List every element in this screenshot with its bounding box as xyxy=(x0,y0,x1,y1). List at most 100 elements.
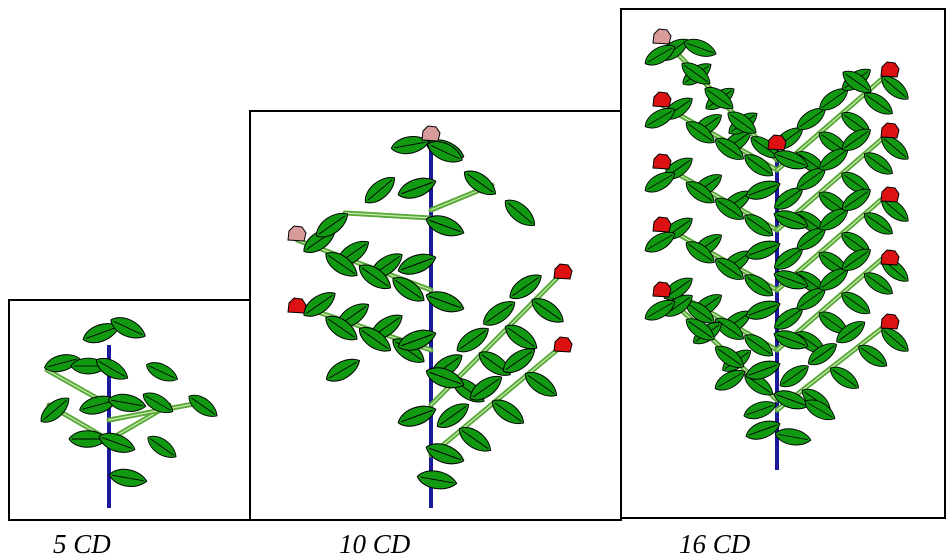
leaf xyxy=(683,38,717,57)
leaf-midrib xyxy=(401,409,433,423)
leaf xyxy=(95,358,129,380)
flower-open xyxy=(652,91,672,108)
leaf xyxy=(644,231,676,253)
leaf xyxy=(326,358,361,382)
leaf xyxy=(416,470,458,490)
leaf-midrib xyxy=(647,302,673,318)
leaf-midrib xyxy=(688,320,713,339)
leaf xyxy=(147,435,177,458)
leaf xyxy=(841,128,871,151)
leaf-midrib xyxy=(111,399,143,407)
leaf xyxy=(715,197,744,220)
leaf-midrib xyxy=(401,257,433,271)
flower-open xyxy=(880,122,900,139)
leaf-midrib xyxy=(395,279,422,300)
leaf-midrib xyxy=(430,144,460,160)
leaf-midrib xyxy=(505,350,533,371)
leaf-midrib xyxy=(429,447,461,461)
leaf xyxy=(715,257,744,280)
leaf-midrib xyxy=(717,200,742,218)
leaf-midrib xyxy=(799,230,824,248)
leaf-midrib xyxy=(534,301,561,321)
leaf-midrib xyxy=(148,365,176,379)
leaf xyxy=(325,315,358,341)
leaf-midrib xyxy=(821,314,846,332)
flower-open xyxy=(880,313,900,330)
leaf-midrib xyxy=(748,304,778,316)
leaf-midrib xyxy=(420,476,454,484)
leaf xyxy=(830,366,859,389)
leaf-midrib xyxy=(776,189,801,207)
leaf xyxy=(397,253,437,275)
leaf xyxy=(436,403,470,428)
leaf-midrib xyxy=(145,395,171,411)
leaf-midrib xyxy=(112,474,144,482)
leaf-midrib xyxy=(799,110,824,128)
leaf xyxy=(681,62,711,85)
flower-bud xyxy=(652,28,672,45)
leaf-midrib xyxy=(748,364,778,376)
leaf-midrib xyxy=(461,429,489,450)
leaf xyxy=(502,348,536,373)
leaf-midrib xyxy=(866,215,891,233)
leaf-midrib xyxy=(306,294,333,314)
leaf xyxy=(325,252,358,277)
leaf xyxy=(142,392,174,414)
leaf-midrib xyxy=(843,294,868,312)
leaf-midrib xyxy=(683,65,709,83)
leaf-midrib xyxy=(401,181,433,195)
leaf xyxy=(745,420,781,440)
leaf xyxy=(685,318,715,341)
leaf-midrib xyxy=(98,361,126,377)
leaf xyxy=(425,443,465,465)
leaf-midrib xyxy=(647,47,673,63)
leaf-midrib xyxy=(866,155,891,173)
leaf-midrib xyxy=(647,234,673,250)
flower-open xyxy=(553,263,573,280)
leaf xyxy=(863,152,893,175)
leaf xyxy=(491,399,525,425)
leaf xyxy=(303,292,336,317)
leaf-midrib xyxy=(748,424,778,436)
leaf xyxy=(456,327,489,353)
leaf xyxy=(773,270,809,290)
leaf-midrib xyxy=(507,327,535,347)
leaf xyxy=(505,324,538,350)
flower-open xyxy=(652,153,672,170)
leaf xyxy=(469,375,503,401)
leaf xyxy=(745,300,781,320)
leaf-midrib xyxy=(485,303,513,323)
leaf xyxy=(504,199,536,226)
leaf xyxy=(858,344,888,367)
leaf-midrib xyxy=(367,179,393,201)
leaf-midrib xyxy=(688,123,713,142)
leaf xyxy=(685,121,715,144)
leaf-midrib xyxy=(717,140,742,158)
leaf-midrib xyxy=(47,358,77,368)
leaf-midrib xyxy=(844,131,869,149)
leaf-midrib xyxy=(844,191,869,209)
leaf xyxy=(458,427,492,452)
leaf xyxy=(397,177,437,199)
caption-5cd: 5 CD xyxy=(53,529,111,559)
leaf-midrib xyxy=(429,219,461,233)
leaf xyxy=(44,354,81,373)
leaf xyxy=(836,321,866,344)
leaf-midrib xyxy=(832,369,857,387)
leaf-midrib xyxy=(776,154,806,166)
leaf xyxy=(774,428,812,446)
leaf-midrib xyxy=(746,216,771,235)
leaf xyxy=(841,291,871,315)
leaf xyxy=(146,362,179,382)
leaf-midrib xyxy=(717,348,742,366)
leaf-midrib xyxy=(838,323,863,341)
leaf-midrib xyxy=(149,438,175,456)
leaf xyxy=(509,274,542,300)
leaf xyxy=(773,210,809,230)
leaf xyxy=(483,301,516,326)
leaf xyxy=(863,92,893,115)
leaf-midrib xyxy=(394,141,426,149)
leaf-midrib xyxy=(318,215,346,235)
leaf xyxy=(779,365,809,388)
leaf xyxy=(358,264,392,290)
